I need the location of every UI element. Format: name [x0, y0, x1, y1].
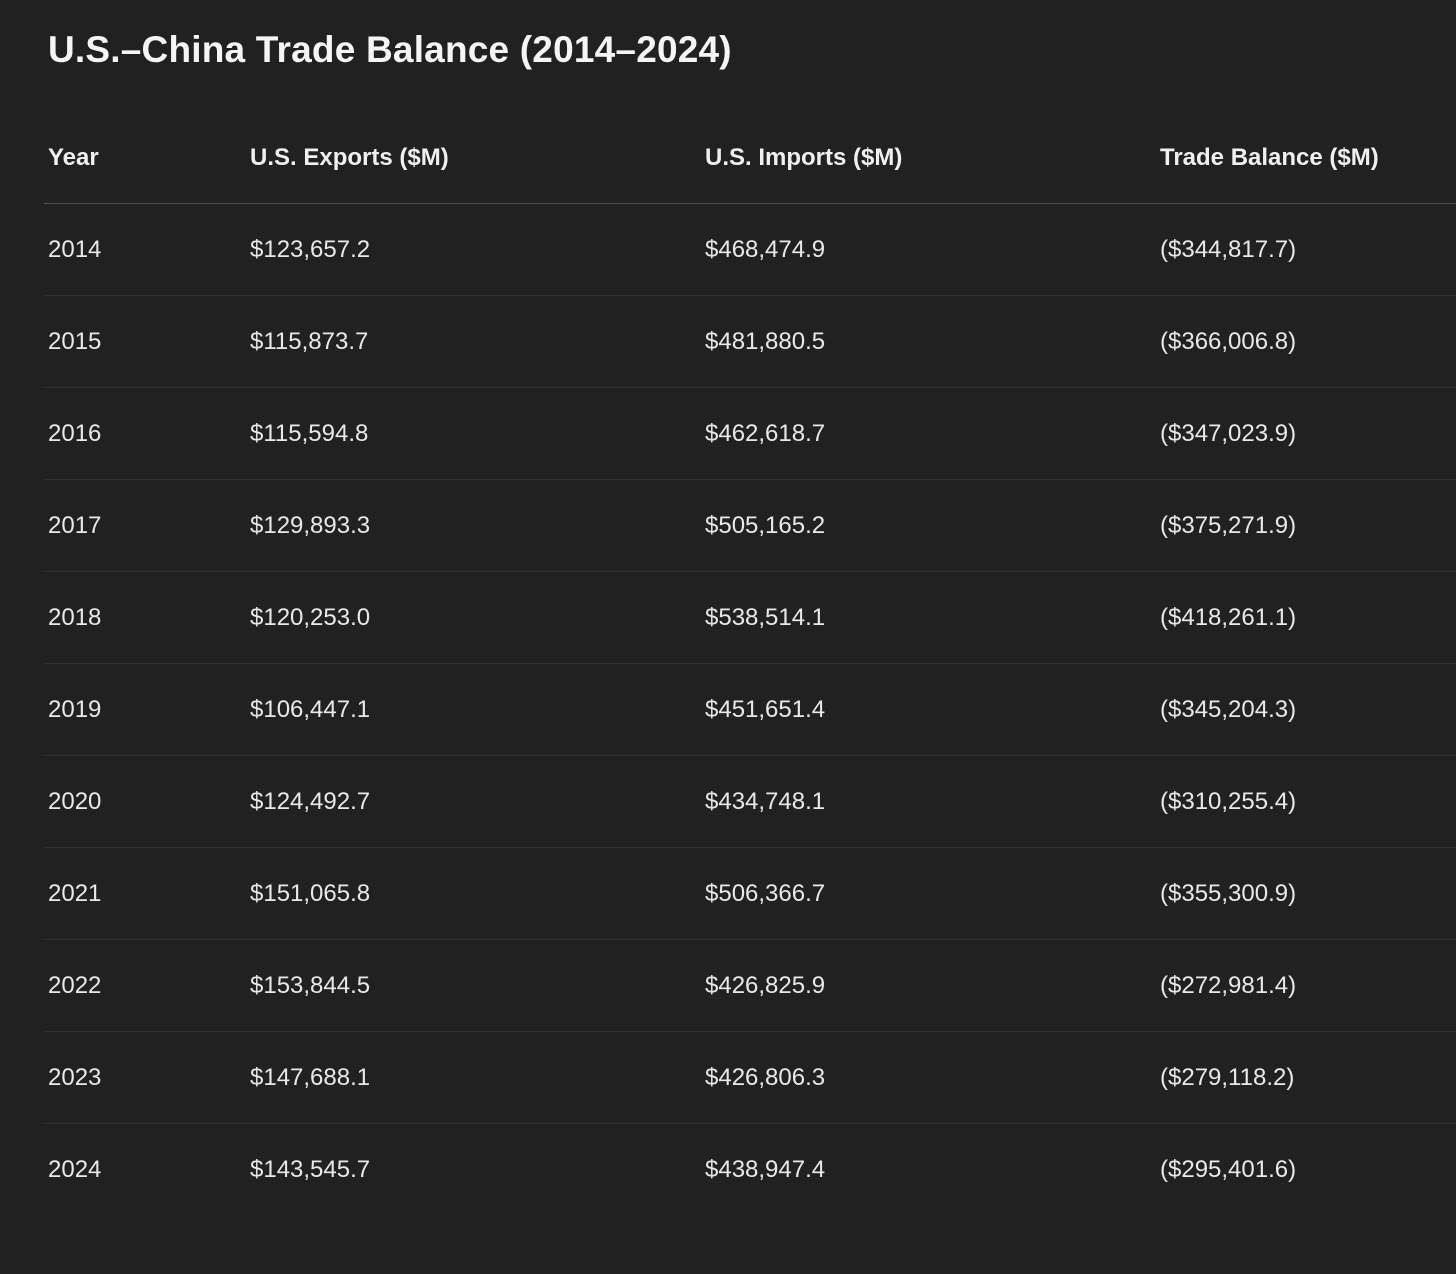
exports-cell: $153,844.5 [246, 939, 701, 1032]
balance-cell: ($345,204.3) [1156, 663, 1456, 756]
imports-cell: $434,748.1 [701, 755, 1156, 848]
exports-cell: $123,657.2 [246, 203, 701, 296]
year-cell: 2017 [44, 479, 246, 572]
column-header-imports: U.S. Imports ($M) [701, 110, 1156, 204]
balance-cell: ($347,023.9) [1156, 387, 1456, 480]
balance-cell: ($355,300.9) [1156, 847, 1456, 940]
year-cell: 2016 [44, 387, 246, 480]
exports-cell: $106,447.1 [246, 663, 701, 756]
table-row: 2022 $153,844.5 $426,825.9 ($272,981.4) [44, 939, 1456, 1032]
imports-cell: $468,474.9 [701, 203, 1156, 296]
exports-cell: $115,594.8 [246, 387, 701, 480]
column-header-year: Year [44, 110, 246, 204]
year-cell: 2022 [44, 939, 246, 1032]
balance-cell: ($344,817.7) [1156, 203, 1456, 296]
balance-cell: ($279,118.2) [1156, 1031, 1456, 1124]
table-row: 2020 $124,492.7 $434,748.1 ($310,255.4) [44, 755, 1456, 848]
year-cell: 2015 [44, 295, 246, 388]
imports-cell: $506,366.7 [701, 847, 1156, 940]
trade-balance-table: Year U.S. Exports ($M) U.S. Imports ($M)… [44, 110, 1456, 1215]
table-row: 2015 $115,873.7 $481,880.5 ($366,006.8) [44, 295, 1456, 388]
exports-cell: $147,688.1 [246, 1031, 701, 1124]
imports-cell: $426,806.3 [701, 1031, 1156, 1124]
imports-cell: $451,651.4 [701, 663, 1156, 756]
column-header-exports: U.S. Exports ($M) [246, 110, 701, 204]
imports-cell: $481,880.5 [701, 295, 1156, 388]
year-cell: 2020 [44, 755, 246, 848]
exports-cell: $129,893.3 [246, 479, 701, 572]
year-cell: 2019 [44, 663, 246, 756]
table-row: 2018 $120,253.0 $538,514.1 ($418,261.1) [44, 571, 1456, 664]
exports-cell: $124,492.7 [246, 755, 701, 848]
exports-cell: $120,253.0 [246, 571, 701, 664]
table-row: 2014 $123,657.2 $468,474.9 ($344,817.7) [44, 203, 1456, 296]
table-header-row: Year U.S. Exports ($M) U.S. Imports ($M)… [44, 110, 1456, 204]
page-title: U.S.–China Trade Balance (2014–2024) [48, 29, 732, 70]
page: U.S.–China Trade Balance (2014–2024) Yea… [0, 28, 1456, 1215]
table-row: 2024 $143,545.7 $438,947.4 ($295,401.6) [44, 1124, 1456, 1216]
year-cell: 2024 [48, 1156, 102, 1183]
table-row: 2023 $147,688.1 $426,806.3 ($279,118.2) [44, 1031, 1456, 1124]
year-cell: 2021 [44, 847, 246, 940]
imports-cell: $538,514.1 [701, 571, 1156, 664]
table-row: 2021 $151,065.8 $506,366.7 ($355,300.9) [44, 847, 1456, 940]
exports-cell: $151,065.8 [246, 847, 701, 940]
exports-cell: $115,873.7 [246, 295, 701, 388]
imports-cell: $505,165.2 [701, 479, 1156, 572]
column-header-balance: Trade Balance ($M) [1156, 110, 1456, 204]
year-cell: 2018 [44, 571, 246, 664]
table-row: 2016 $115,594.8 $462,618.7 ($347,023.9) [44, 387, 1456, 480]
balance-cell: ($366,006.8) [1156, 295, 1456, 388]
year-cell: 2023 [44, 1031, 246, 1124]
year-cell: 2014 [44, 203, 246, 296]
balance-cell: ($272,981.4) [1156, 939, 1456, 1032]
imports-cell: $426,825.9 [701, 939, 1156, 1032]
balance-cell: ($310,255.4) [1156, 755, 1456, 848]
imports-cell: $438,947.4 [705, 1156, 826, 1183]
table-row: 2019 $106,447.1 $451,651.4 ($345,204.3) [44, 663, 1456, 756]
balance-cell: ($418,261.1) [1156, 571, 1456, 664]
imports-cell: $462,618.7 [701, 387, 1156, 480]
balance-cell: ($375,271.9) [1156, 479, 1456, 572]
balance-cell: ($295,401.6) [1160, 1156, 1297, 1183]
table-row: 2017 $129,893.3 $505,165.2 ($375,271.9) [44, 479, 1456, 572]
exports-cell: $143,545.7 [250, 1156, 371, 1183]
